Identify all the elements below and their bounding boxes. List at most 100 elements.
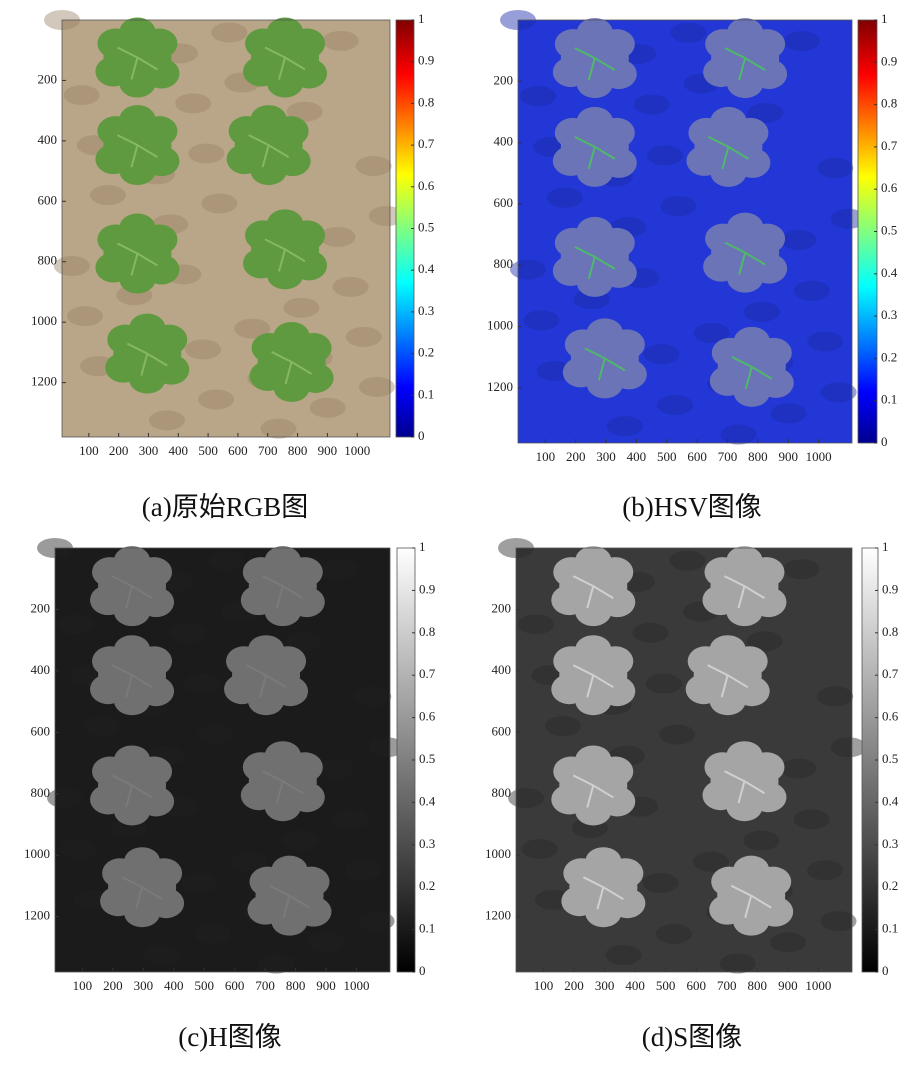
plant-leaf <box>586 370 623 399</box>
image-texture <box>322 30 359 51</box>
image-texture <box>197 724 234 745</box>
image-texture <box>201 193 238 214</box>
colorbar-tick-label: 0.5 <box>882 751 898 766</box>
image-texture <box>747 103 784 124</box>
plant-leaf <box>727 212 764 241</box>
plant-leaf <box>585 899 622 928</box>
image-texture <box>207 550 244 571</box>
colorbar-tick-label: 0.1 <box>419 921 435 936</box>
image-texture <box>523 310 560 331</box>
y-tick-label: 600 <box>492 723 512 738</box>
y-tick-label: 1200 <box>24 908 50 923</box>
image-texture <box>331 809 368 830</box>
plant-leaf <box>733 855 770 884</box>
plant-vein <box>116 134 158 168</box>
image-texture <box>355 155 392 176</box>
colorbar-tick-label: 0.5 <box>881 222 897 237</box>
plant-vein <box>116 242 158 276</box>
x-tick-label: 800 <box>748 978 768 993</box>
plant-leaf <box>264 598 301 627</box>
y-tick-label: 1000 <box>24 846 50 861</box>
plant-leaf <box>119 157 156 186</box>
plant-vein <box>731 355 773 390</box>
image-texture <box>355 686 392 707</box>
plant-vein <box>572 664 614 698</box>
x-tick-label: 800 <box>748 449 768 464</box>
y-tick-label: 1000 <box>485 846 511 861</box>
plant-vein <box>262 575 304 609</box>
x-tick-label: 1000 <box>806 449 832 464</box>
image-texture <box>545 716 582 737</box>
plant-leaf <box>271 907 308 936</box>
colorbar-tick-label: 0.6 <box>419 709 436 724</box>
image-texture <box>632 622 669 643</box>
plant-leaf <box>267 17 304 46</box>
x-tick-label: 300 <box>139 443 159 458</box>
image-texture <box>780 229 817 250</box>
colorbar-tick-label: 0.2 <box>882 878 898 893</box>
colorbar-tick-label: 0.8 <box>881 96 897 111</box>
y-tick-label: 600 <box>31 723 51 738</box>
image-texture <box>783 31 820 52</box>
plant-leaf <box>114 745 151 774</box>
colorbar-tick-label: 0.5 <box>419 751 435 766</box>
plant-leaf <box>576 216 613 245</box>
x-tick-label: 900 <box>778 978 798 993</box>
colorbar-tick-label: 0.8 <box>419 624 435 639</box>
image-texture <box>606 416 643 437</box>
colorbar-tick-label: 0.2 <box>418 345 434 360</box>
x-tick-label: 100 <box>534 978 554 993</box>
colorbar-tick-label: 0.9 <box>881 53 897 68</box>
colorbar-tick-label: 0.4 <box>418 261 435 276</box>
colorbar-tick-label: 0.7 <box>882 666 899 681</box>
image-texture <box>518 614 555 635</box>
plant-vein <box>707 664 749 698</box>
plant-leaf <box>248 687 285 716</box>
image-texture <box>830 737 867 758</box>
image-texture <box>194 923 231 944</box>
colorbar-tick-label: 0.2 <box>419 878 435 893</box>
caption: (b)HSV图像 <box>622 492 762 522</box>
plant-vein <box>574 136 616 170</box>
plant-vein <box>262 770 304 804</box>
plant-leaf <box>585 847 622 876</box>
image-texture <box>520 86 557 107</box>
plant-leaf <box>726 598 763 627</box>
image-texture <box>148 410 185 431</box>
plant-leaf <box>575 546 612 575</box>
image-texture <box>345 860 382 881</box>
image-texture <box>659 724 696 745</box>
y-tick-label: 200 <box>492 600 512 615</box>
colorbar-tick-label: 0.4 <box>881 265 898 280</box>
plant-leaf <box>267 209 304 238</box>
y-tick-label: 200 <box>494 72 514 87</box>
plant-leaf <box>114 598 151 627</box>
plant-leaf <box>248 635 285 664</box>
colorbar-tick-label: 0.3 <box>419 836 435 851</box>
plant-vein <box>245 664 287 698</box>
y-tick-label: 400 <box>38 132 58 147</box>
plant-vein <box>574 47 616 81</box>
plant-leaf <box>264 546 301 575</box>
colorbar-tick-label: 1 <box>881 11 888 26</box>
plant-vein <box>574 245 616 280</box>
image-texture <box>358 911 395 932</box>
image-texture <box>321 559 358 580</box>
colorbar-tick-label: 0.8 <box>882 624 898 639</box>
image-texture <box>743 830 780 851</box>
plant-vein <box>111 774 153 808</box>
x-tick-label: 400 <box>164 978 184 993</box>
plant-leaf <box>250 105 287 134</box>
plant-leaf <box>726 546 763 575</box>
image-texture <box>807 331 844 352</box>
image-texture <box>211 22 248 43</box>
image-texture <box>345 326 382 347</box>
image-texture <box>283 297 320 318</box>
plant-leaf <box>726 741 763 770</box>
colorbar-tick-label: 0.6 <box>882 709 899 724</box>
plant-leaf <box>264 793 301 822</box>
plant-leaf <box>273 321 310 350</box>
image-texture <box>144 945 181 966</box>
plant-leaf <box>575 687 612 716</box>
